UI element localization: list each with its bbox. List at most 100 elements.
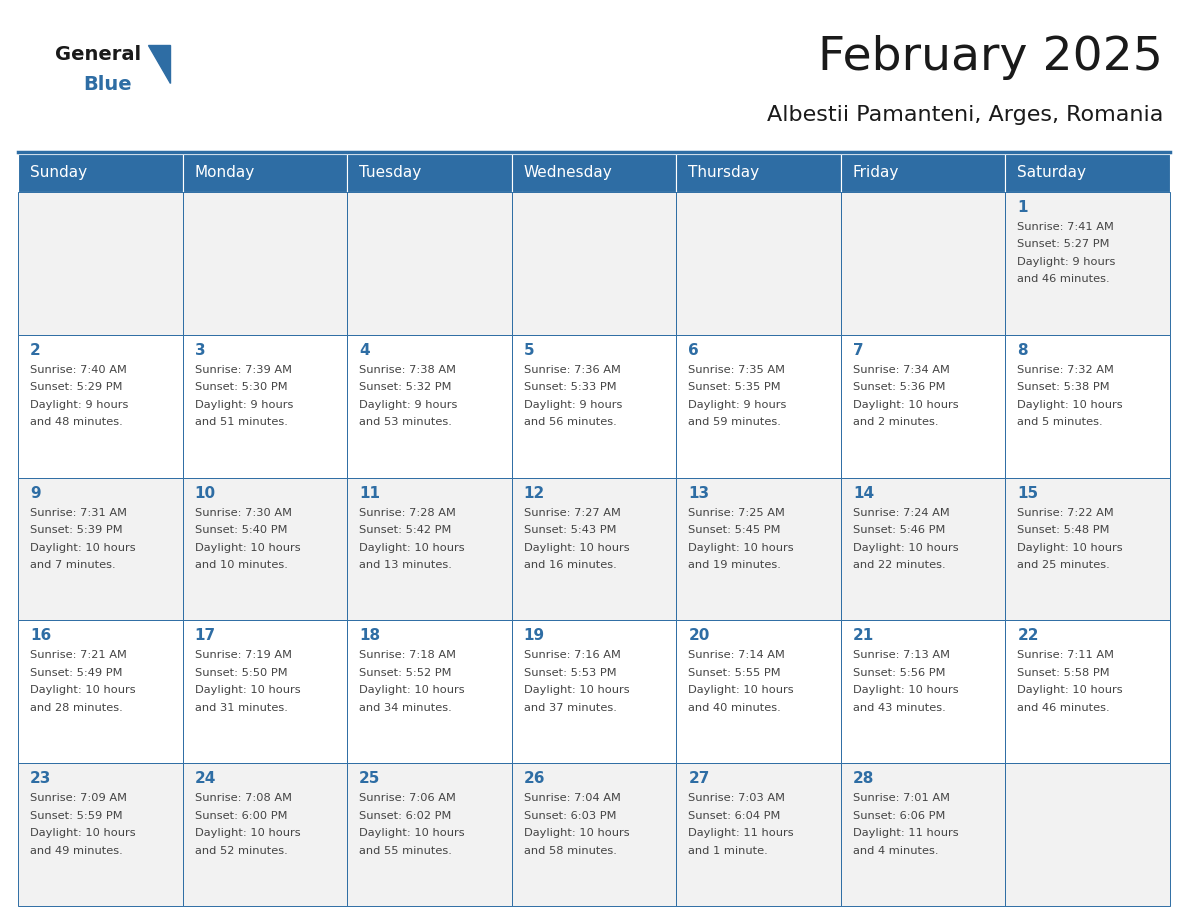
- Text: Albestii Pamanteni, Arges, Romania: Albestii Pamanteni, Arges, Romania: [766, 105, 1163, 125]
- Text: 15: 15: [1017, 486, 1038, 500]
- Bar: [347, 763, 512, 906]
- Text: General: General: [55, 45, 141, 64]
- Text: Sunrise: 7:35 AM: Sunrise: 7:35 AM: [688, 364, 785, 375]
- Bar: [512, 192, 676, 335]
- Text: 4: 4: [359, 342, 369, 358]
- Text: 3: 3: [195, 342, 206, 358]
- Text: Thursday: Thursday: [688, 165, 759, 181]
- Text: and 13 minutes.: and 13 minutes.: [359, 560, 451, 570]
- Text: Daylight: 10 hours: Daylight: 10 hours: [359, 686, 465, 696]
- Text: Sunset: 5:36 PM: Sunset: 5:36 PM: [853, 382, 946, 392]
- Text: 9: 9: [30, 486, 40, 500]
- Text: Sunrise: 7:34 AM: Sunrise: 7:34 AM: [853, 364, 949, 375]
- Text: Sunrise: 7:22 AM: Sunrise: 7:22 AM: [1017, 508, 1114, 518]
- Text: Daylight: 10 hours: Daylight: 10 hours: [30, 543, 135, 553]
- Bar: [676, 335, 841, 477]
- Bar: [512, 154, 676, 192]
- Text: Sunrise: 7:24 AM: Sunrise: 7:24 AM: [853, 508, 949, 518]
- Text: Daylight: 10 hours: Daylight: 10 hours: [195, 686, 301, 696]
- Text: 16: 16: [30, 629, 51, 644]
- Text: Sunset: 5:50 PM: Sunset: 5:50 PM: [195, 668, 287, 677]
- Text: Daylight: 10 hours: Daylight: 10 hours: [853, 543, 959, 553]
- Bar: [512, 621, 676, 763]
- Text: 17: 17: [195, 629, 216, 644]
- Text: Sunrise: 7:32 AM: Sunrise: 7:32 AM: [1017, 364, 1114, 375]
- Bar: [676, 477, 841, 621]
- Bar: [347, 621, 512, 763]
- Text: Sunrise: 7:39 AM: Sunrise: 7:39 AM: [195, 364, 291, 375]
- Text: 18: 18: [359, 629, 380, 644]
- Text: Daylight: 10 hours: Daylight: 10 hours: [359, 543, 465, 553]
- Text: and 55 minutes.: and 55 minutes.: [359, 845, 451, 856]
- Text: Sunset: 5:29 PM: Sunset: 5:29 PM: [30, 382, 122, 392]
- Text: Sunset: 5:33 PM: Sunset: 5:33 PM: [524, 382, 617, 392]
- Bar: [183, 335, 347, 477]
- Bar: [183, 154, 347, 192]
- Bar: [183, 477, 347, 621]
- Text: and 52 minutes.: and 52 minutes.: [195, 845, 287, 856]
- Text: Sunrise: 7:08 AM: Sunrise: 7:08 AM: [195, 793, 291, 803]
- Bar: [841, 477, 1005, 621]
- Text: 26: 26: [524, 771, 545, 786]
- Text: 23: 23: [30, 771, 51, 786]
- Bar: [512, 763, 676, 906]
- Text: Daylight: 10 hours: Daylight: 10 hours: [1017, 400, 1123, 409]
- Text: Daylight: 9 hours: Daylight: 9 hours: [195, 400, 293, 409]
- Text: 21: 21: [853, 629, 874, 644]
- Text: Sunrise: 7:41 AM: Sunrise: 7:41 AM: [1017, 222, 1114, 232]
- Bar: [841, 621, 1005, 763]
- Text: 7: 7: [853, 342, 864, 358]
- Text: Sunset: 5:40 PM: Sunset: 5:40 PM: [195, 525, 287, 535]
- Text: Sunrise: 7:38 AM: Sunrise: 7:38 AM: [359, 364, 456, 375]
- Text: Sunset: 5:46 PM: Sunset: 5:46 PM: [853, 525, 946, 535]
- Bar: [676, 763, 841, 906]
- Text: Sunset: 5:38 PM: Sunset: 5:38 PM: [1017, 382, 1110, 392]
- Text: Daylight: 10 hours: Daylight: 10 hours: [524, 686, 630, 696]
- Bar: [512, 477, 676, 621]
- Text: 14: 14: [853, 486, 874, 500]
- Text: Daylight: 10 hours: Daylight: 10 hours: [30, 828, 135, 838]
- Bar: [347, 192, 512, 335]
- Text: and 56 minutes.: and 56 minutes.: [524, 418, 617, 427]
- Bar: [1005, 477, 1170, 621]
- Bar: [18, 477, 183, 621]
- Text: 6: 6: [688, 342, 699, 358]
- Text: Friday: Friday: [853, 165, 899, 181]
- Text: and 19 minutes.: and 19 minutes.: [688, 560, 782, 570]
- Text: and 53 minutes.: and 53 minutes.: [359, 418, 451, 427]
- Text: Sunrise: 7:25 AM: Sunrise: 7:25 AM: [688, 508, 785, 518]
- Text: Daylight: 9 hours: Daylight: 9 hours: [1017, 257, 1116, 267]
- Text: Sunset: 5:39 PM: Sunset: 5:39 PM: [30, 525, 122, 535]
- Text: Sunset: 5:43 PM: Sunset: 5:43 PM: [524, 525, 617, 535]
- Text: Sunset: 5:49 PM: Sunset: 5:49 PM: [30, 668, 122, 677]
- Text: Daylight: 10 hours: Daylight: 10 hours: [195, 828, 301, 838]
- Text: Daylight: 10 hours: Daylight: 10 hours: [1017, 686, 1123, 696]
- Bar: [18, 763, 183, 906]
- Text: 2: 2: [30, 342, 40, 358]
- Text: and 25 minutes.: and 25 minutes.: [1017, 560, 1110, 570]
- Polygon shape: [148, 45, 170, 83]
- Text: 19: 19: [524, 629, 545, 644]
- Bar: [347, 335, 512, 477]
- Bar: [1005, 192, 1170, 335]
- Text: Sunrise: 7:18 AM: Sunrise: 7:18 AM: [359, 650, 456, 660]
- Bar: [1005, 763, 1170, 906]
- Text: and 16 minutes.: and 16 minutes.: [524, 560, 617, 570]
- Text: Wednesday: Wednesday: [524, 165, 613, 181]
- Text: Daylight: 11 hours: Daylight: 11 hours: [688, 828, 794, 838]
- Text: Daylight: 9 hours: Daylight: 9 hours: [359, 400, 457, 409]
- Bar: [347, 154, 512, 192]
- Text: 1: 1: [1017, 200, 1028, 215]
- Text: and 51 minutes.: and 51 minutes.: [195, 418, 287, 427]
- Bar: [841, 192, 1005, 335]
- Text: Sunset: 6:04 PM: Sunset: 6:04 PM: [688, 811, 781, 821]
- Text: 8: 8: [1017, 342, 1028, 358]
- Text: 11: 11: [359, 486, 380, 500]
- Text: and 28 minutes.: and 28 minutes.: [30, 703, 122, 713]
- Text: and 10 minutes.: and 10 minutes.: [195, 560, 287, 570]
- Text: and 7 minutes.: and 7 minutes.: [30, 560, 115, 570]
- Text: Blue: Blue: [83, 75, 132, 94]
- Bar: [841, 335, 1005, 477]
- Text: Sunset: 5:45 PM: Sunset: 5:45 PM: [688, 525, 781, 535]
- Text: and 40 minutes.: and 40 minutes.: [688, 703, 781, 713]
